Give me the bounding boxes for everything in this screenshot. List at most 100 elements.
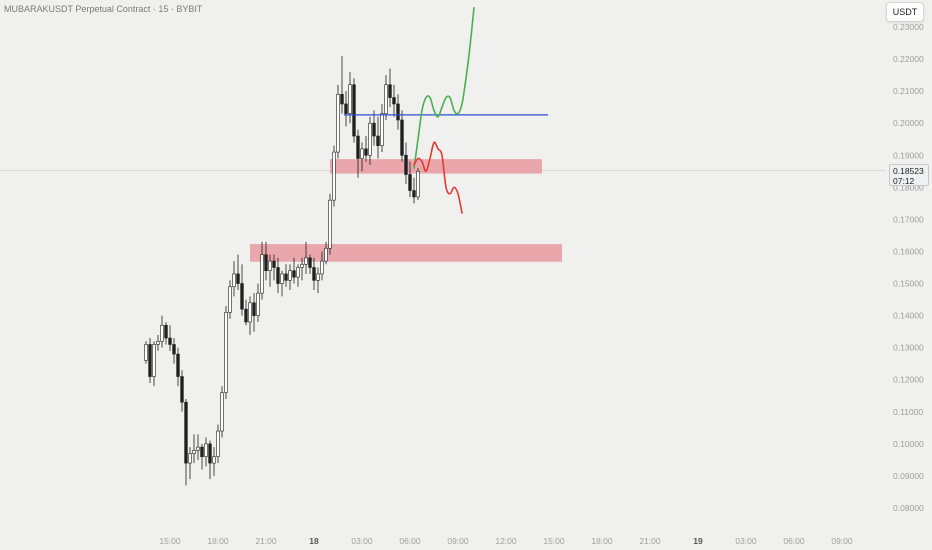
candle-body bbox=[164, 324, 168, 339]
candle-body bbox=[284, 273, 288, 281]
candle-body bbox=[168, 337, 172, 345]
candle bbox=[384, 75, 388, 120]
candle-body bbox=[412, 190, 416, 198]
candle-body bbox=[208, 443, 212, 464]
candle-body bbox=[300, 263, 304, 268]
y-axis-tick-label: 0.10000 bbox=[893, 439, 924, 449]
bearish-projection-path[interactable] bbox=[413, 141, 463, 214]
candle bbox=[196, 434, 200, 460]
candle bbox=[396, 94, 400, 130]
resistance-zone-1[interactable] bbox=[330, 159, 542, 174]
candle-countdown: 07:12 bbox=[893, 176, 915, 186]
candle-body bbox=[348, 84, 352, 114]
candle-body bbox=[404, 154, 408, 175]
candle-body bbox=[252, 302, 256, 316]
candle bbox=[152, 341, 156, 387]
candle-body bbox=[152, 344, 156, 377]
candle-body bbox=[292, 270, 296, 278]
candle-body bbox=[288, 270, 292, 281]
candle-body bbox=[396, 103, 400, 121]
x-axis-tick-label: 03:00 bbox=[351, 536, 373, 546]
bullish-projection-path[interactable] bbox=[413, 6, 475, 169]
candle-body bbox=[296, 267, 300, 278]
y-axis-tick-label: 0.23000 bbox=[893, 22, 924, 32]
x-axis-tick-label: 18:00 bbox=[207, 536, 229, 546]
chart-title: MUBARAKUSDT Perpetual Contract · 15 · BY… bbox=[4, 4, 203, 14]
y-axis-tick-label: 0.14000 bbox=[893, 311, 924, 321]
candle bbox=[336, 84, 340, 159]
candle bbox=[256, 283, 260, 323]
x-axis-tick-label: 18 bbox=[309, 536, 319, 546]
candle-body bbox=[160, 324, 164, 342]
candle bbox=[340, 55, 344, 114]
candle bbox=[316, 267, 320, 294]
candle-body bbox=[272, 260, 276, 268]
x-axis-tick-label: 12:00 bbox=[495, 536, 517, 546]
candle-body bbox=[260, 254, 264, 294]
x-axis-tick-label: 09:00 bbox=[447, 536, 469, 546]
x-axis-tick-label: 15:00 bbox=[543, 536, 565, 546]
last-price-tag: 0.18523 07:12 bbox=[889, 164, 929, 186]
candle-body bbox=[220, 392, 224, 432]
candle-body bbox=[240, 283, 244, 310]
candle-body bbox=[280, 273, 284, 284]
candle bbox=[276, 257, 280, 294]
candle bbox=[328, 193, 332, 255]
x-axis-tick-label: 19 bbox=[693, 536, 703, 546]
candle-body bbox=[228, 286, 232, 313]
candle bbox=[268, 254, 272, 287]
candle-body bbox=[276, 267, 280, 284]
candle bbox=[332, 145, 336, 207]
y-axis-tick-label: 0.21000 bbox=[893, 86, 924, 96]
candle-body bbox=[356, 135, 360, 159]
candle-body bbox=[264, 254, 268, 272]
candle-body bbox=[364, 148, 368, 156]
candle bbox=[300, 257, 304, 281]
candle bbox=[156, 334, 160, 351]
candle bbox=[312, 257, 316, 290]
candle bbox=[344, 91, 348, 127]
candle bbox=[180, 370, 184, 412]
candle-body bbox=[328, 199, 332, 249]
candle bbox=[228, 280, 232, 319]
candle-body bbox=[368, 122, 372, 156]
candle-body bbox=[400, 119, 404, 156]
candle bbox=[148, 338, 152, 383]
candle bbox=[240, 264, 244, 316]
candle-body bbox=[340, 94, 344, 105]
candle-body bbox=[176, 353, 180, 377]
candle-body bbox=[384, 84, 388, 114]
candle bbox=[176, 347, 180, 387]
candle-body bbox=[204, 443, 208, 457]
y-axis-tick-label: 0.17000 bbox=[893, 214, 924, 224]
candle-body bbox=[372, 122, 376, 137]
y-axis-tick-label: 0.15000 bbox=[893, 279, 924, 289]
candle bbox=[224, 305, 228, 399]
candle bbox=[236, 254, 240, 290]
y-axis-tick-label: 0.11000 bbox=[893, 407, 923, 417]
candle-body bbox=[156, 340, 160, 345]
candle-body bbox=[184, 401, 188, 464]
candle bbox=[264, 241, 268, 281]
candle-body bbox=[360, 148, 364, 159]
candle-body bbox=[212, 456, 216, 464]
candle bbox=[292, 257, 296, 284]
x-axis-tick-label: 15:00 bbox=[159, 536, 181, 546]
candle bbox=[392, 84, 396, 117]
currency-button[interactable]: USDT bbox=[886, 2, 924, 22]
candle-body bbox=[380, 113, 384, 146]
candle-body bbox=[216, 430, 220, 457]
candle bbox=[404, 142, 408, 185]
candle-body bbox=[188, 453, 192, 464]
candle bbox=[372, 110, 376, 146]
candle bbox=[412, 177, 416, 204]
candle bbox=[400, 110, 404, 162]
resistance-zone-2[interactable] bbox=[250, 244, 562, 262]
candle-body bbox=[312, 267, 316, 281]
candle bbox=[232, 261, 236, 297]
x-axis-tick-label: 21:00 bbox=[639, 536, 661, 546]
y-axis-tick-label: 0.18000 bbox=[893, 182, 924, 192]
x-axis-tick-label: 21:00 bbox=[255, 536, 277, 546]
candle bbox=[320, 251, 324, 281]
